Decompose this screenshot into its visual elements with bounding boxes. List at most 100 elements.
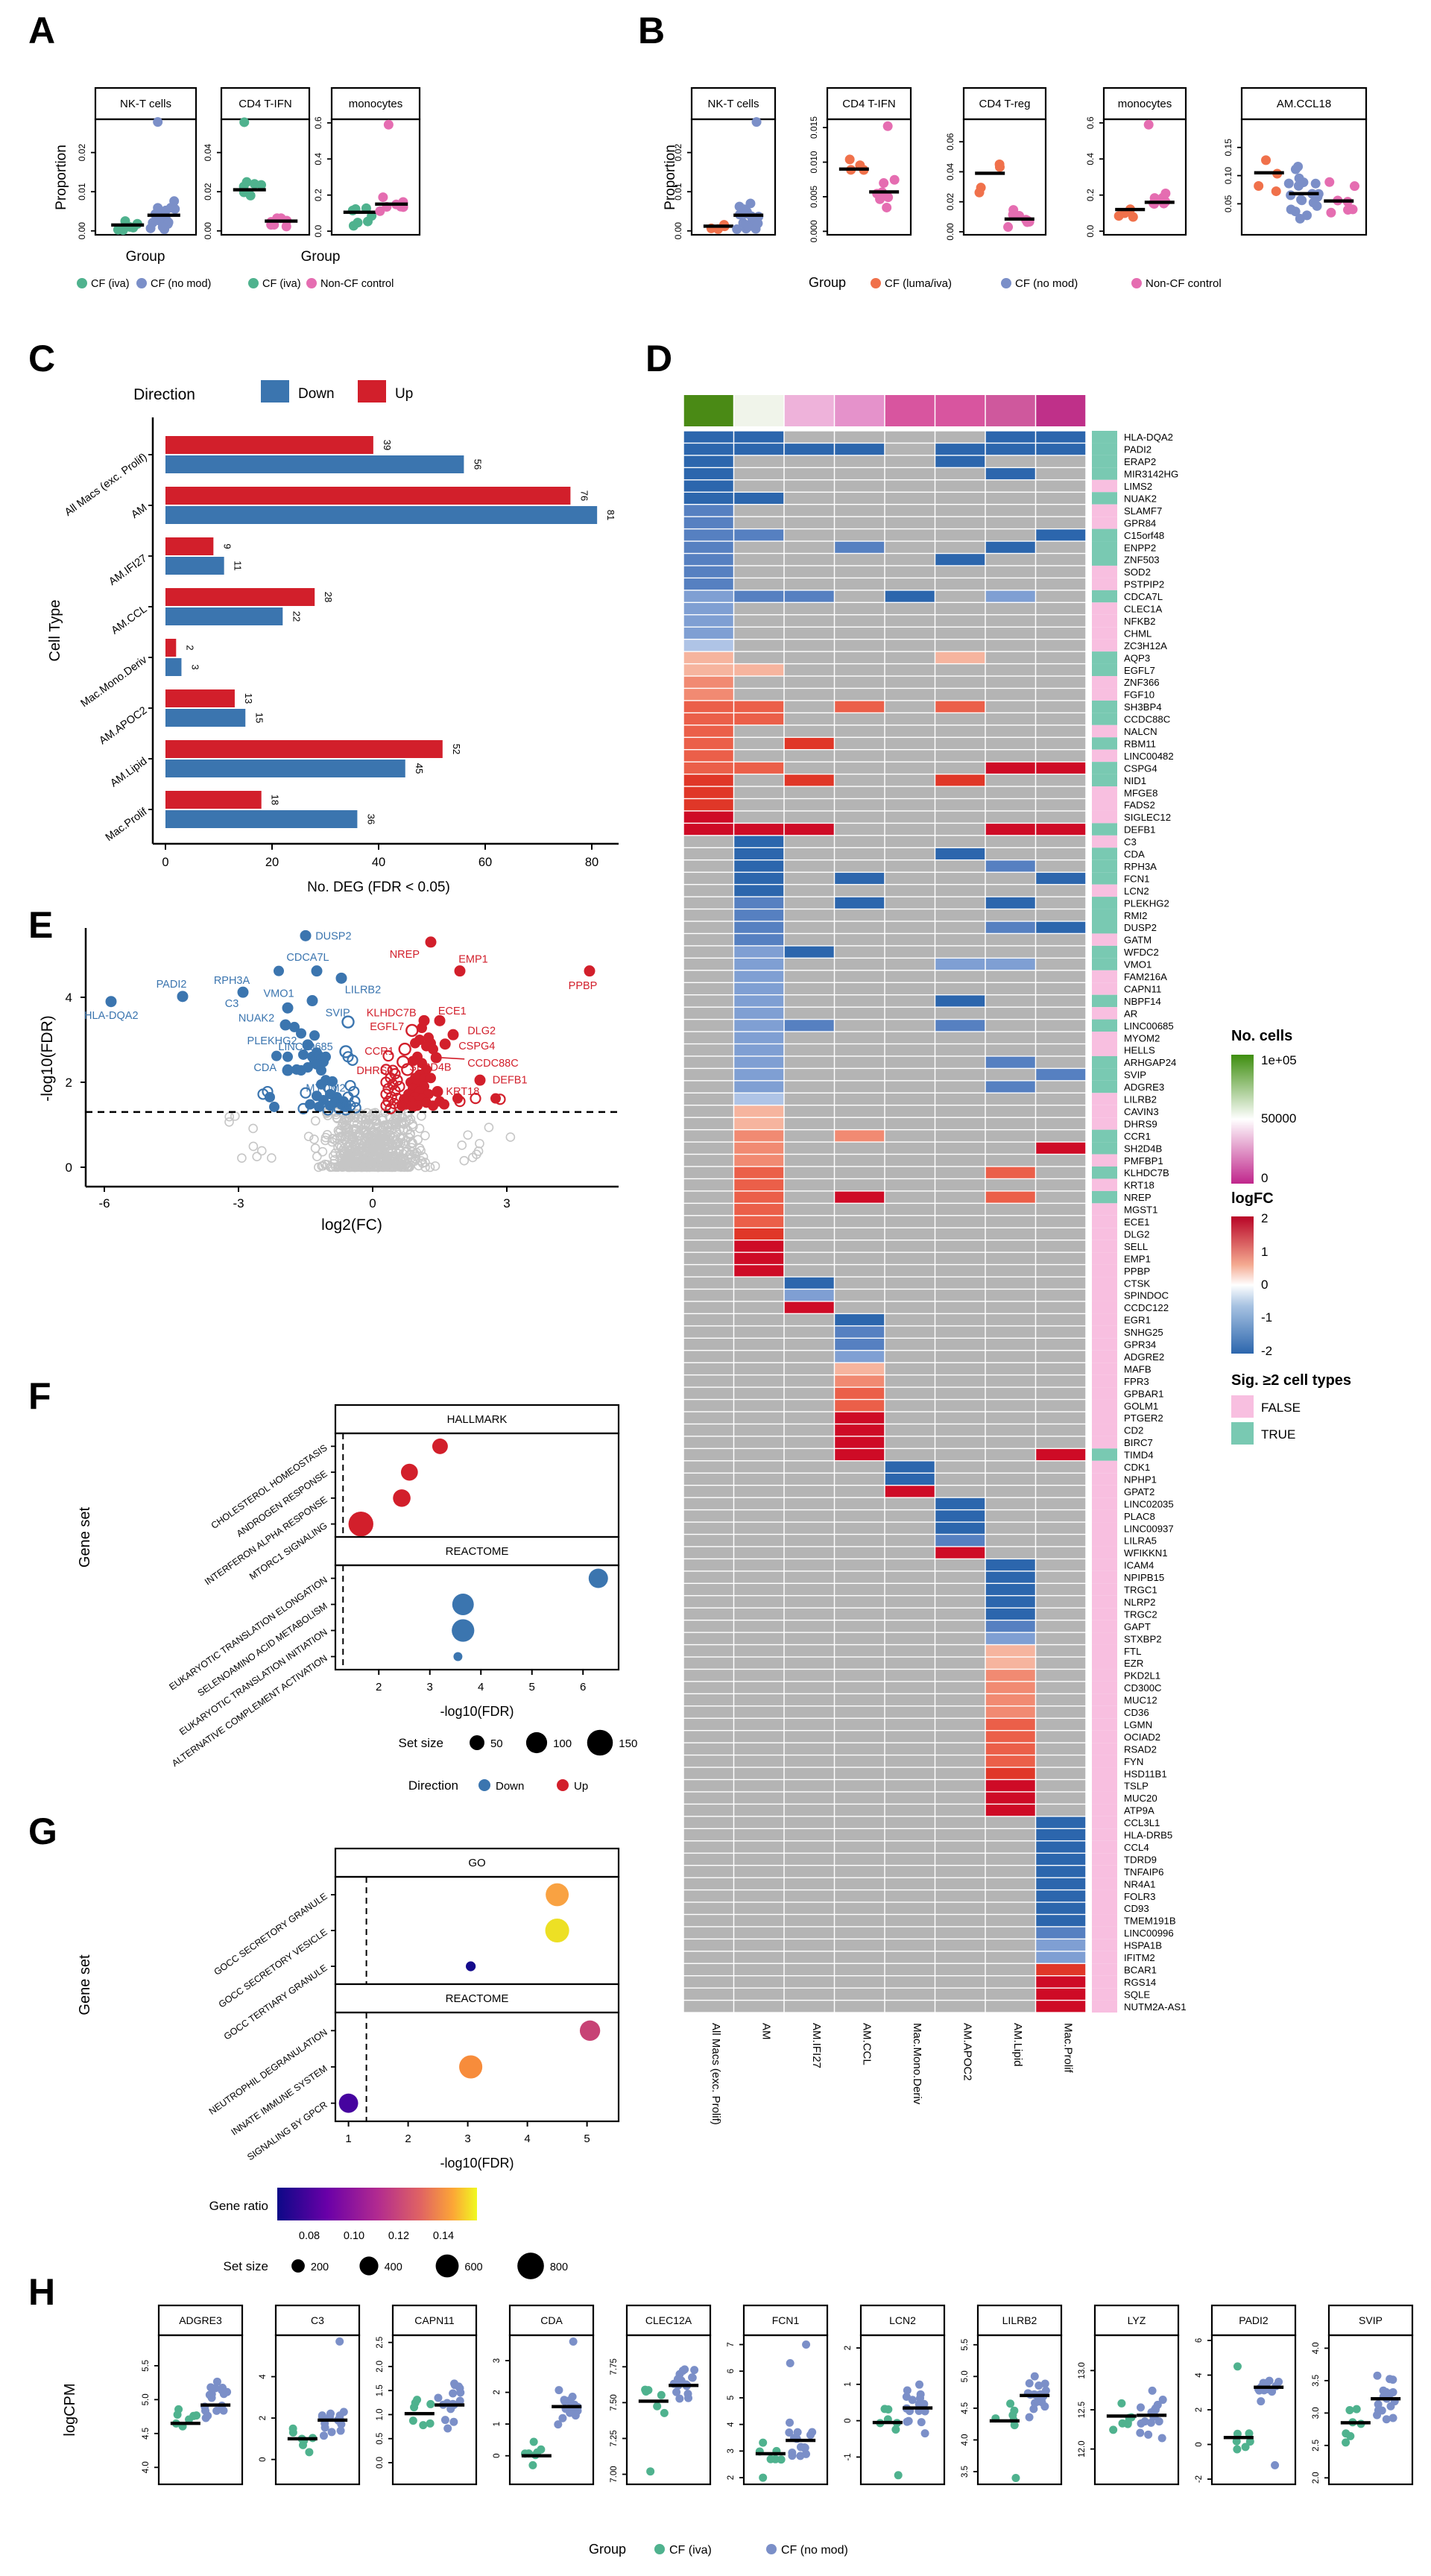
- median-bar: [147, 213, 180, 217]
- sig-anno-cell: [1092, 676, 1117, 689]
- sig-anno-cell: [1092, 774, 1117, 787]
- median-bar: [872, 2420, 903, 2425]
- heatmap-cell: [683, 1351, 733, 1363]
- dotplot-ylabel: Gene set: [77, 1954, 93, 2015]
- heatmap-cell: [784, 1351, 834, 1363]
- heatmap-cell: [683, 1584, 733, 1596]
- heatmap-cell: [935, 1486, 985, 1497]
- heatmap-cell: [734, 529, 784, 541]
- jitter-point: [732, 224, 742, 235]
- heatmap-cell: [935, 554, 985, 566]
- y-tick-label: 0.0: [376, 2457, 385, 2469]
- heatmap-cell: [985, 1363, 1035, 1374]
- gene-label: ECE1: [1124, 1216, 1149, 1228]
- heatmap-cell: [734, 1657, 784, 1669]
- heatmap-cell: [683, 1608, 733, 1620]
- heatmap-cell: [683, 1866, 733, 1878]
- y-tick-label: 0.06: [945, 133, 955, 151]
- facet-title: ADGRE3: [179, 2314, 222, 2326]
- volcano-point-labeled: [584, 965, 596, 977]
- gene-label: TDRD9: [1124, 1854, 1157, 1865]
- gene-label: CTSK: [1124, 1278, 1150, 1289]
- sig-anno-cell: [1092, 1767, 1117, 1780]
- label-leader-line: [440, 1057, 465, 1060]
- heatmap-cell: [885, 1559, 935, 1571]
- category-label: AM.IFI27: [107, 552, 149, 588]
- heatmap-cell: [885, 1731, 935, 1743]
- jitter-point: [426, 2399, 435, 2408]
- heatmap-cell: [935, 1240, 985, 1252]
- jitter-point: [1386, 2402, 1395, 2411]
- heatmap-cell: [734, 1473, 784, 1485]
- y-tick-label: 2: [727, 2475, 736, 2480]
- y-tick-label: 4: [1195, 2373, 1204, 2378]
- heatmap-cell: [985, 737, 1035, 749]
- jitter-point: [212, 2406, 221, 2415]
- heatmap-cell: [985, 1620, 1035, 1632]
- jitter-point: [902, 2392, 911, 2401]
- heatmap-cell: [784, 1314, 834, 1326]
- cloud-point: [327, 1137, 337, 1147]
- fc-legend-tick: -2: [1261, 1344, 1272, 1358]
- median-bar: [404, 2411, 435, 2416]
- size-legend-label: 800: [550, 2261, 568, 2273]
- heatmap-cell: [985, 836, 1035, 847]
- bar-down: [165, 810, 358, 828]
- gene-label: FPR3: [1124, 1376, 1149, 1387]
- heatmap-cell: [683, 1081, 733, 1093]
- heatmap-cell: [734, 1289, 784, 1301]
- heatmap-cell: [734, 1130, 784, 1142]
- geneset-dot: [545, 1918, 569, 1943]
- heatmap-cell: [985, 1486, 1035, 1497]
- facet-box: [976, 2334, 1063, 2486]
- gene-label: WFDC2: [1124, 947, 1159, 958]
- heatmap-cell: [885, 824, 935, 836]
- heatmap-cell: [683, 1510, 733, 1522]
- heatmap-cell: [985, 860, 1035, 872]
- heatmap-cell: [683, 627, 733, 639]
- heatmap-cell: [683, 836, 733, 847]
- panel-e-ylabel: -log10(FDR): [39, 1015, 56, 1102]
- volcano-point-up-open: [380, 1088, 392, 1100]
- jitter-point: [1143, 119, 1154, 130]
- heatmap-cell: [734, 921, 784, 933]
- volcano-point-labeled: [425, 936, 437, 948]
- heatmap-cell: [885, 1670, 935, 1682]
- heatmap-cell: [734, 505, 784, 517]
- heatmap-cell: [935, 1963, 985, 1975]
- heatmap-cell: [935, 1670, 985, 1682]
- jitter-point: [690, 2366, 699, 2375]
- heatmap-cell: [734, 1093, 784, 1105]
- heatmap-cell: [784, 1155, 834, 1167]
- legend-dot: [766, 2544, 777, 2554]
- jitter-point: [894, 2471, 903, 2480]
- volcano-gene-label: C3: [225, 998, 239, 1010]
- sig-anno-cell: [1092, 1167, 1117, 1179]
- gene-label: CD36: [1124, 1707, 1149, 1718]
- median-bar: [638, 2399, 669, 2403]
- heatmap-cell: [1036, 1461, 1086, 1473]
- heatmap-cell: [683, 982, 733, 994]
- geneset-dot: [338, 2093, 358, 2113]
- heatmap-cell: [683, 1547, 733, 1559]
- x-tick-label: -6: [98, 1196, 110, 1210]
- heatmap-cell: [935, 811, 985, 823]
- sig-anno-cell: [1092, 663, 1117, 676]
- sig-anno-cell: [1092, 1387, 1117, 1400]
- heatmap-cell: [885, 468, 935, 480]
- heatmap-cell: [935, 603, 985, 615]
- heatmap-cell: [784, 1706, 834, 1718]
- heatmap-cell: [734, 1204, 784, 1216]
- heatmap-cell: [734, 1277, 784, 1289]
- sig-anno-cell: [1092, 958, 1117, 970]
- heatmap-cell: [985, 1608, 1035, 1620]
- heatmap-cell: [683, 1939, 733, 1951]
- heatmap-cell: [985, 1142, 1035, 1154]
- heatmap-cell: [734, 1535, 784, 1547]
- cloud-point: [230, 1111, 240, 1121]
- size-legend-label: 50: [490, 1737, 503, 1750]
- cloud-point: [473, 1146, 484, 1156]
- heatmap-cell: [1036, 1056, 1086, 1068]
- gene-label: ZNF503: [1124, 555, 1160, 566]
- gene-label: PSTPIP2: [1124, 579, 1164, 590]
